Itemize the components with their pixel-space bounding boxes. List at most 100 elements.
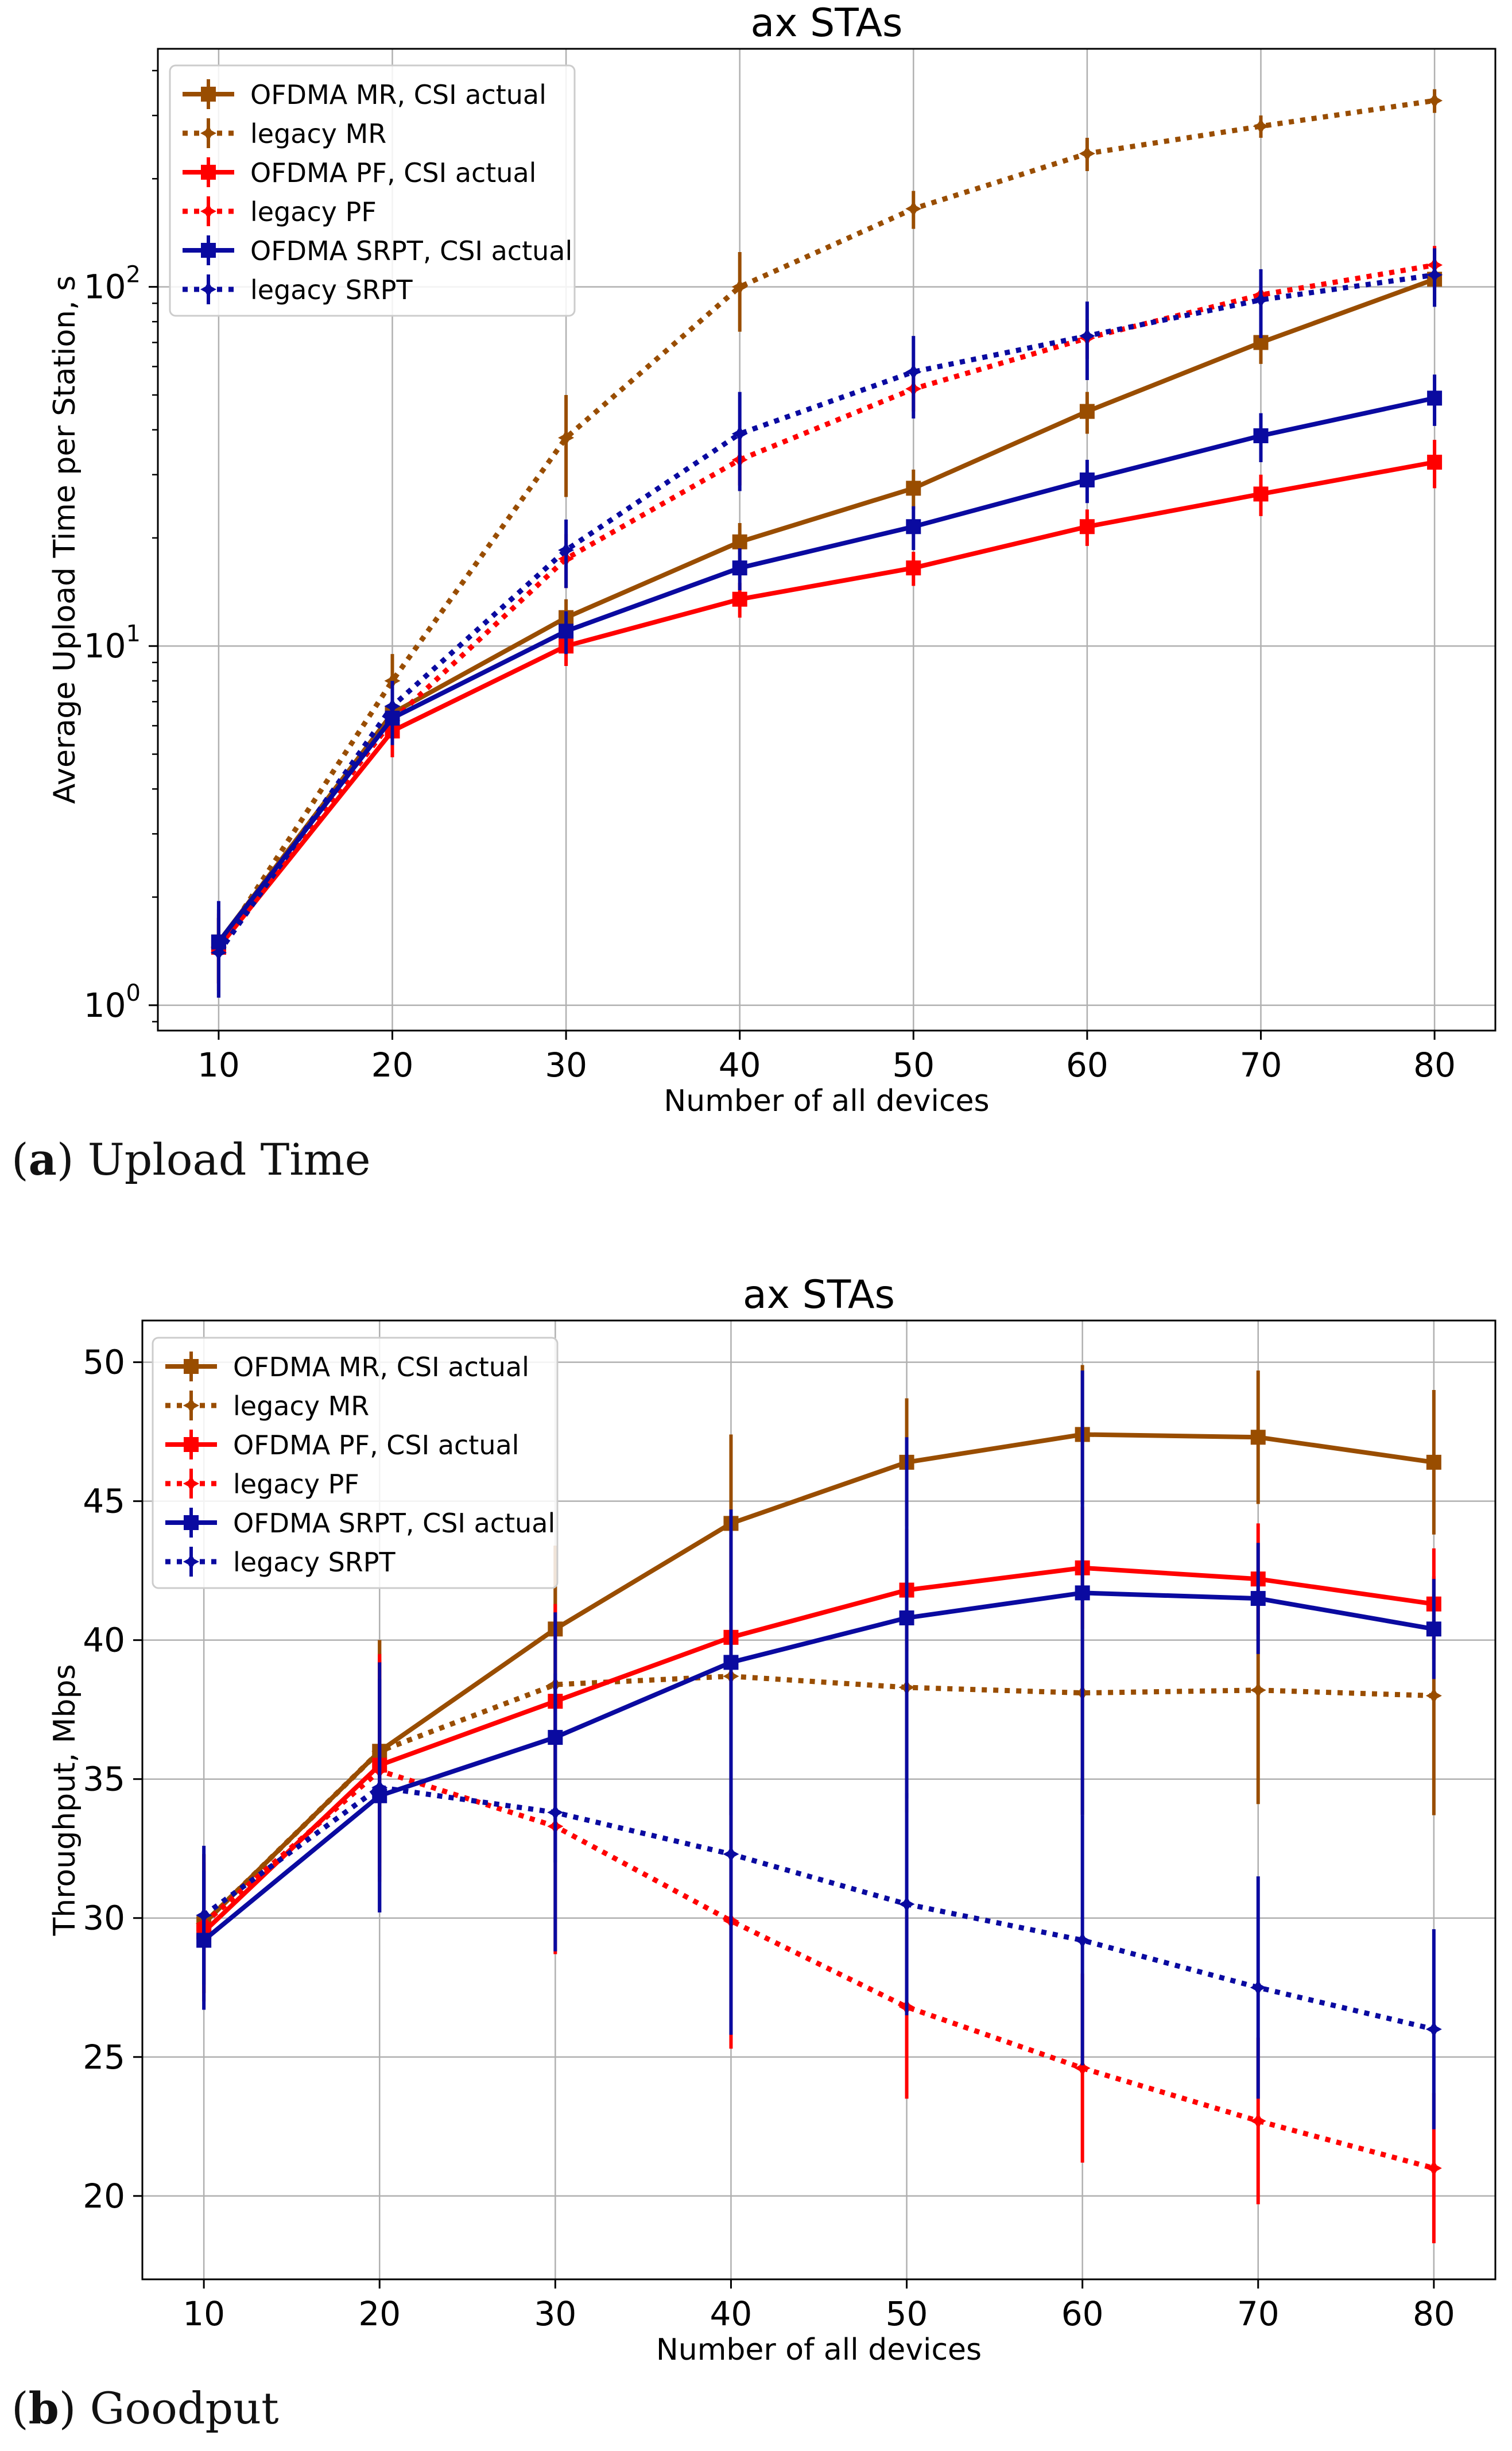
data-point — [899, 1610, 914, 1625]
caption-b-label: b — [28, 2383, 59, 2434]
x-axis: 10 20 30 40 50 60 70 80 — [183, 2279, 1455, 2333]
goodput-chart: 10 20 30 40 50 60 70 80 20 25 30 35 40 45 50 ax STAs Num… — [48, 1272, 1497, 2367]
caption-a-text: Upload Time — [73, 1134, 371, 1185]
data-point — [905, 200, 922, 217]
caption-a-label: a — [28, 1134, 57, 1185]
data-point — [1250, 1979, 1266, 1996]
series-group — [210, 89, 1443, 998]
legend-label: legacy MR — [250, 118, 386, 149]
x-tick-label: 40 — [719, 1046, 761, 1085]
series-legacy-pf — [210, 246, 1443, 984]
data-point — [898, 1896, 915, 1912]
legend-marker — [200, 125, 216, 141]
data-point — [1079, 519, 1095, 535]
y-tick-label: 102 — [84, 262, 141, 307]
y-tick-label: 30 — [83, 1899, 125, 1938]
series-line — [202, 1590, 1435, 1942]
legend-label: legacy PF — [250, 196, 377, 227]
legend-marker — [184, 1515, 199, 1530]
plot-frame — [141, 1319, 1497, 2280]
x-tick-label: 60 — [1061, 2294, 1104, 2333]
legend-item: legacy MR — [183, 118, 386, 149]
legend-label: legacy MR — [233, 1391, 369, 1422]
series-line — [202, 1768, 1435, 2171]
data-point — [1075, 1585, 1090, 1601]
series-line — [216, 262, 1435, 949]
y-tick-label: 100 — [84, 980, 141, 1025]
y-tick-label: 50 — [83, 1343, 125, 1382]
legend-item: OFDMA PF, CSI actual — [183, 157, 536, 188]
data-point — [1425, 2160, 1442, 2177]
legend-item: legacy MR — [165, 1391, 369, 1422]
data-point — [1079, 404, 1095, 419]
series-group — [196, 1365, 1442, 2244]
data-point — [559, 624, 574, 639]
data-point — [1253, 428, 1269, 443]
x-axis: 10 20 30 40 50 60 70 80 — [197, 1031, 1456, 1085]
series-line — [216, 98, 1435, 949]
series-line — [216, 272, 1435, 954]
legend-marker — [183, 1476, 199, 1492]
legend-label: OFDMA PF, CSI actual — [233, 1430, 519, 1461]
caption-b-text: Goodput — [76, 2383, 279, 2434]
caption-b: (b) Goodput — [11, 2383, 279, 2434]
x-tick-label: 50 — [892, 1046, 935, 1085]
x-tick-label: 30 — [534, 2294, 576, 2333]
data-point — [1074, 2060, 1091, 2077]
legend-box — [152, 1337, 559, 1589]
data-point — [906, 560, 921, 576]
data-point — [1074, 1932, 1091, 1949]
data-point — [1426, 1621, 1441, 1637]
legend-marker — [201, 243, 216, 258]
x-tick-label: 30 — [545, 1046, 587, 1085]
data-point — [1427, 454, 1443, 470]
y-tick-label: 45 — [83, 1482, 125, 1521]
y-tick-exponent: 0 — [126, 980, 141, 1006]
data-point — [731, 278, 748, 295]
legend-item: legacy SRPT — [165, 1547, 396, 1578]
y-axis-title: Throughput, Mbps — [48, 1664, 82, 1936]
data-point — [1425, 1687, 1442, 1704]
y-tick-base: 10 — [84, 626, 126, 665]
legend-label: OFDMA SRPT, CSI actual — [250, 235, 572, 266]
y-tick-label: 25 — [83, 2038, 125, 2077]
legend-marker — [184, 1437, 199, 1452]
x-tick-label: 40 — [710, 2294, 753, 2333]
y-tick-exponent: 2 — [126, 262, 141, 288]
caption-a: (a) Upload Time — [11, 1134, 371, 1185]
data-point — [732, 591, 747, 607]
legend-box — [169, 64, 576, 317]
chart-title: ax STAs — [743, 1272, 895, 1318]
series-legacy-srpt — [196, 1662, 1442, 2129]
legend-label: legacy SRPT — [250, 274, 413, 305]
legend-item: legacy PF — [183, 196, 377, 227]
series-line — [216, 460, 1435, 949]
y-tick-label: 35 — [83, 1760, 125, 1799]
data-point — [1250, 1682, 1266, 1698]
minor-ticks — [152, 69, 158, 1023]
legend-marker — [201, 87, 216, 102]
legend-label: legacy PF — [233, 1469, 359, 1500]
series-line — [216, 277, 1436, 944]
legend-marker — [183, 1397, 199, 1414]
data-point — [1250, 1430, 1266, 1445]
legend-label: OFDMA MR, CSI actual — [250, 79, 546, 110]
legend-item: OFDMA SRPT, CSI actual — [165, 1508, 555, 1539]
legend-item: OFDMA PF, CSI actual — [165, 1430, 519, 1461]
data-point — [1079, 145, 1095, 162]
data-point — [1250, 2113, 1266, 2129]
data-point — [732, 534, 747, 549]
legend-marker — [200, 281, 216, 297]
data-point — [1426, 1454, 1441, 1470]
legend: OFDMA MR, CSI actual legacy MR OFDMA PF, C… — [169, 64, 576, 317]
legend-item: legacy PF — [165, 1469, 359, 1500]
x-tick-label: 80 — [1413, 1046, 1456, 1085]
series-line — [202, 1432, 1435, 1926]
x-tick-label: 10 — [183, 2294, 225, 2333]
data-point — [1253, 292, 1269, 308]
legend-marker — [200, 203, 216, 219]
y-tick-label: 40 — [83, 1621, 125, 1660]
series-line — [201, 1674, 1435, 1926]
legend-item: OFDMA MR, CSI actual — [165, 1352, 529, 1383]
